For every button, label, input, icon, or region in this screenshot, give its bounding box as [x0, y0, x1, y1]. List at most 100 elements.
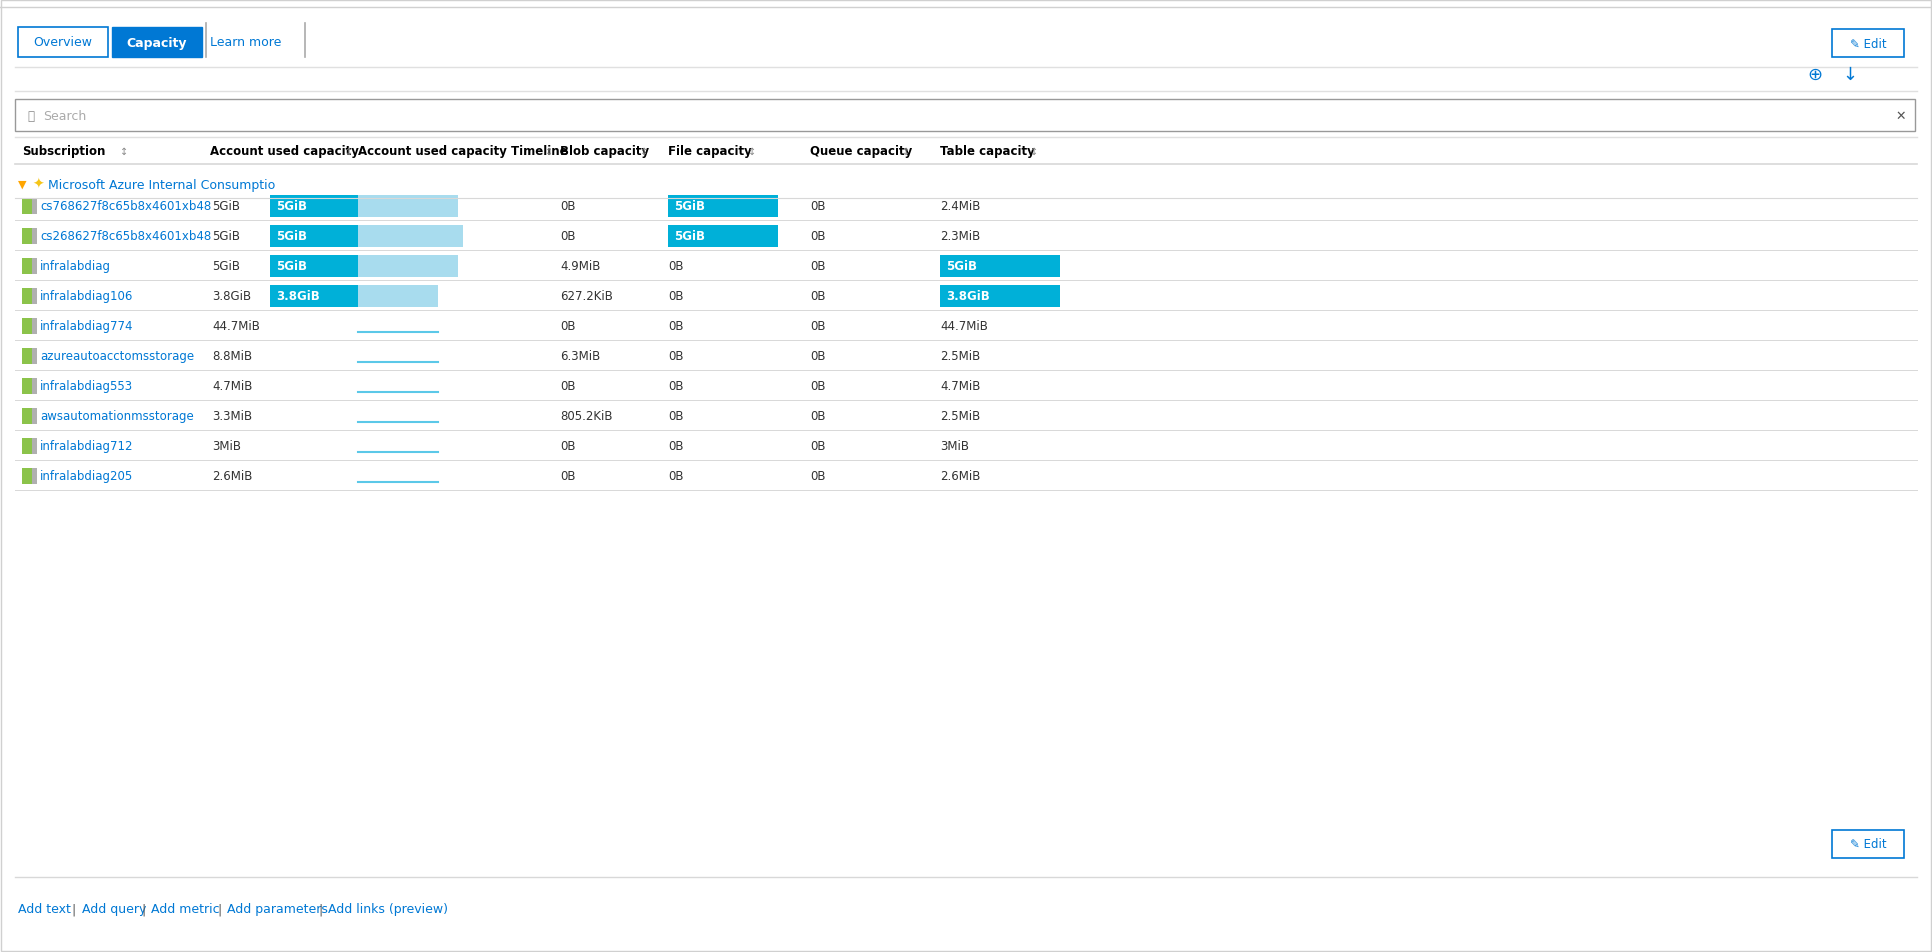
- Bar: [33, 439, 37, 454]
- Text: infralabdiag712: infralabdiag712: [41, 440, 133, 453]
- Text: Account used capacity Timeline: Account used capacity Timeline: [357, 146, 568, 158]
- Text: ↕: ↕: [120, 147, 128, 157]
- Bar: [112, 28, 203, 58]
- Text: 2.4MiB: 2.4MiB: [941, 200, 980, 213]
- Text: Add parameters: Add parameters: [228, 902, 328, 916]
- Text: Learn more: Learn more: [211, 36, 282, 50]
- Text: infralabdiag: infralabdiag: [41, 260, 110, 273]
- Bar: [21, 259, 33, 275]
- Text: 2.6MiB: 2.6MiB: [213, 470, 253, 483]
- Bar: [33, 288, 37, 305]
- Text: 0B: 0B: [668, 260, 684, 273]
- Text: 0B: 0B: [810, 260, 825, 273]
- Bar: [21, 199, 33, 215]
- Bar: [941, 286, 1061, 307]
- Text: 5GiB: 5GiB: [674, 230, 705, 244]
- Text: |: |: [141, 902, 145, 916]
- Bar: [357, 196, 458, 218]
- Text: 0B: 0B: [560, 470, 576, 483]
- Text: 805.2KiB: 805.2KiB: [560, 410, 612, 423]
- Bar: [357, 226, 464, 248]
- Bar: [33, 319, 37, 335]
- Bar: [33, 379, 37, 394]
- Text: Search: Search: [43, 109, 87, 123]
- Text: ✕: ✕: [1895, 109, 1907, 123]
- Text: 4.9MiB: 4.9MiB: [560, 260, 601, 273]
- Text: ↕: ↕: [1030, 147, 1037, 157]
- Text: cs768627f8c65b8x4601xb48: cs768627f8c65b8x4601xb48: [41, 200, 211, 213]
- Text: 0B: 0B: [668, 380, 684, 393]
- Text: 5GiB: 5GiB: [213, 230, 240, 244]
- Text: 8.8MiB: 8.8MiB: [213, 350, 251, 363]
- Text: |: |: [319, 902, 323, 916]
- Text: Blob capacity: Blob capacity: [560, 146, 649, 158]
- Bar: [21, 468, 33, 485]
- Text: 0B: 0B: [810, 230, 825, 244]
- Text: infralabdiag106: infralabdiag106: [41, 290, 133, 303]
- Bar: [270, 256, 400, 278]
- Text: 44.7MiB: 44.7MiB: [213, 320, 261, 333]
- Text: Subscription: Subscription: [21, 146, 106, 158]
- Text: awsautomationmsstorage: awsautomationmsstorage: [41, 410, 193, 423]
- Bar: [1832, 830, 1905, 858]
- Bar: [357, 256, 458, 278]
- Bar: [33, 199, 37, 215]
- Text: 0B: 0B: [810, 410, 825, 423]
- Text: Table capacity: Table capacity: [941, 146, 1036, 158]
- Text: ✦: ✦: [33, 178, 44, 191]
- Text: 0B: 0B: [810, 290, 825, 303]
- Text: 3.3MiB: 3.3MiB: [213, 410, 251, 423]
- Text: ↓: ↓: [1843, 66, 1857, 84]
- Text: infralabdiag774: infralabdiag774: [41, 320, 133, 333]
- Text: 5GiB: 5GiB: [213, 260, 240, 273]
- Text: cs268627f8c65b8x4601xb48: cs268627f8c65b8x4601xb48: [41, 230, 211, 244]
- Text: 2.6MiB: 2.6MiB: [941, 470, 980, 483]
- Text: 0B: 0B: [810, 440, 825, 453]
- Text: infralabdiag553: infralabdiag553: [41, 380, 133, 393]
- Text: 0B: 0B: [668, 350, 684, 363]
- Bar: [33, 259, 37, 275]
- Text: Microsoft Azure Internal Consumptio: Microsoft Azure Internal Consumptio: [48, 178, 274, 191]
- Text: 🔍: 🔍: [27, 109, 35, 123]
- Bar: [33, 468, 37, 485]
- Text: |: |: [218, 902, 222, 916]
- Bar: [33, 408, 37, 425]
- Text: 0B: 0B: [810, 470, 825, 483]
- Text: 6.3MiB: 6.3MiB: [560, 350, 601, 363]
- Text: azureautoacctomsstorage: azureautoacctomsstorage: [41, 350, 193, 363]
- Bar: [21, 288, 33, 305]
- Text: 4.7MiB: 4.7MiB: [941, 380, 980, 393]
- Bar: [33, 228, 37, 245]
- Bar: [270, 286, 371, 307]
- Bar: [1832, 30, 1905, 58]
- Text: ↕: ↕: [639, 147, 647, 157]
- Text: Add metric: Add metric: [151, 902, 220, 916]
- Text: 5GiB: 5GiB: [947, 260, 978, 273]
- Bar: [21, 379, 33, 394]
- Text: 0B: 0B: [668, 470, 684, 483]
- Bar: [21, 439, 33, 454]
- Text: 0B: 0B: [810, 200, 825, 213]
- Text: 3.8GiB: 3.8GiB: [276, 290, 321, 303]
- Text: 5GiB: 5GiB: [276, 260, 307, 273]
- Text: 5GiB: 5GiB: [276, 200, 307, 213]
- Text: 3MiB: 3MiB: [213, 440, 242, 453]
- Text: Add text: Add text: [17, 902, 71, 916]
- Text: 3.8GiB: 3.8GiB: [947, 290, 989, 303]
- Text: 5GiB: 5GiB: [276, 230, 307, 244]
- Text: Overview: Overview: [33, 36, 93, 50]
- Text: 5GiB: 5GiB: [674, 200, 705, 213]
- Text: 0B: 0B: [560, 200, 576, 213]
- Text: 0B: 0B: [810, 320, 825, 333]
- Text: ▼: ▼: [17, 180, 27, 189]
- Bar: [668, 226, 779, 248]
- Bar: [668, 196, 779, 218]
- Text: Add query: Add query: [81, 902, 147, 916]
- Text: ↕: ↕: [748, 147, 755, 157]
- Text: 3.8GiB: 3.8GiB: [213, 290, 251, 303]
- Text: ↕: ↕: [346, 147, 354, 157]
- Bar: [941, 256, 1061, 278]
- Bar: [270, 196, 400, 218]
- Text: 0B: 0B: [668, 320, 684, 333]
- Text: ✎ Edit: ✎ Edit: [1849, 37, 1886, 50]
